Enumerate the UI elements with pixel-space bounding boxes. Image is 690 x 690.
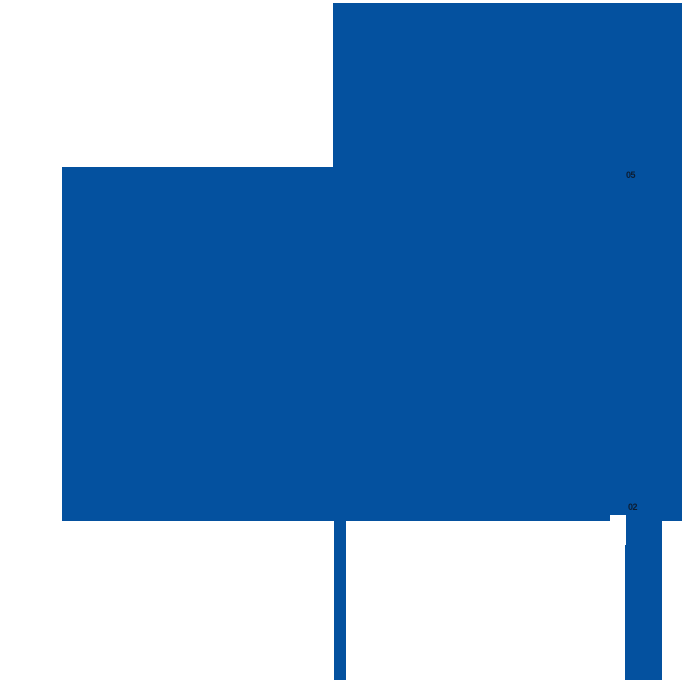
- fill-region-top-right: [333, 3, 682, 167]
- micro-label-upper: 05: [626, 170, 636, 180]
- fill-region-main: [62, 167, 682, 521]
- vertical-stroke-left: [334, 521, 346, 680]
- vertical-stroke-right: [625, 521, 662, 680]
- notch-cutout-inner: [610, 515, 626, 545]
- micro-label-lower: 02: [628, 502, 638, 512]
